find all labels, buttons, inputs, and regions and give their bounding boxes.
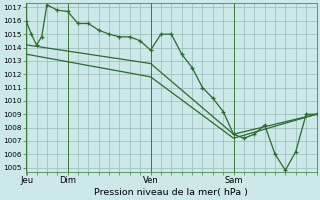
X-axis label: Pression niveau de la mer( hPa ): Pression niveau de la mer( hPa ) [94, 188, 248, 197]
